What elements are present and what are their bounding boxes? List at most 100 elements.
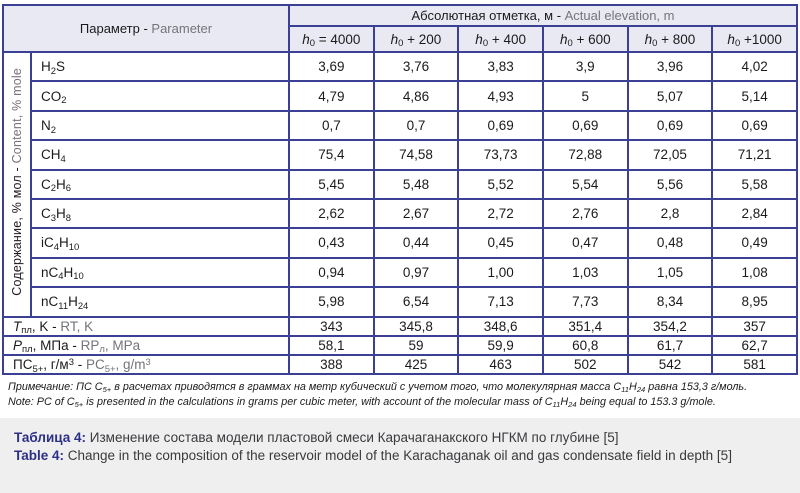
column-header-h0-600: h0 + 600 — [541, 25, 629, 53]
component-formula: nC4H10 — [30, 256, 290, 289]
table-cell: 0,94 — [288, 256, 375, 289]
table-cell: 73,73 — [457, 139, 544, 171]
table-cell: 5,98 — [288, 286, 375, 318]
table-cell: 5,45 — [288, 168, 375, 200]
table-cell: 72,05 — [626, 139, 714, 171]
table-cell: 1,03 — [541, 256, 629, 289]
table-cell: 0,69 — [541, 109, 629, 142]
table-cell: 354,2 — [626, 315, 714, 337]
table-cell: 0,48 — [626, 227, 714, 259]
table-cell: 5,58 — [711, 168, 798, 200]
table-cell: 7,13 — [457, 286, 544, 318]
table-cell: 3,69 — [288, 50, 375, 83]
content-group-label-text: Содержание, % мол - Content, % mole — [10, 67, 24, 296]
table-cell: 2,8 — [626, 197, 714, 230]
component-formula: N2 — [30, 109, 290, 142]
table-cell: 5,14 — [711, 80, 798, 112]
caption-line-en: Table 4: Change in the composition of th… — [14, 447, 786, 465]
table-cell: 5,54 — [541, 168, 629, 200]
header-row-elevations: h0 = 4000 h0 + 200 h0 + 400 h0 + 600 h0 … — [3, 25, 798, 53]
table-cell: 345,8 — [372, 315, 460, 337]
table-row-h2s: Содержание, % мол - Content, % mole H2S … — [2, 50, 798, 318]
table-cell: 60,8 — [541, 334, 629, 356]
component-formula: CH4 — [30, 139, 290, 171]
table-cell: 581 — [711, 353, 798, 376]
table-cell: 542 — [626, 353, 714, 376]
table-cell: 0,69 — [457, 109, 544, 142]
table-cell: 1,05 — [626, 256, 714, 289]
pressure-row-label: Pпл, МПа - RPл, MPa — [2, 334, 290, 356]
component-formula: nC11H24 — [30, 286, 290, 318]
table-cell: 62,7 — [711, 334, 798, 356]
table-cell: 71,21 — [711, 139, 798, 171]
table-cell: 3,76 — [372, 50, 460, 83]
table-cell: 3,9 — [541, 50, 629, 83]
content-group-label: Содержание, % мол - Content, % mole — [2, 51, 32, 318]
table-cell: 502 — [541, 353, 629, 376]
table-cell: 5,52 — [457, 168, 544, 200]
header-row-top: Параметр - Parameter Абсолютная отметка,… — [2, 4, 798, 53]
table-cell: 425 — [372, 353, 460, 376]
table-row-ch4: CH4 75,4 74,58 73,73 72,88 72,05 71,21 — [3, 139, 798, 171]
table-row-n2: N2 0,7 0,7 0,69 0,69 0,69 0,69 — [3, 109, 798, 142]
table-cell: 2,72 — [457, 197, 544, 230]
table-cell: 2,62 — [288, 197, 375, 230]
table-cell: 61,7 — [626, 334, 714, 356]
table-row-ic4h10: iC4H10 0,43 0,44 0,45 0,47 0,48 0,49 — [3, 227, 798, 259]
table-cell: 2,84 — [711, 197, 798, 230]
table-cell: 3,83 — [457, 50, 544, 83]
table-cell: 75,4 — [288, 139, 375, 171]
table-cell: 59,9 — [457, 334, 544, 356]
table-row-c2h6: C2H6 5,45 5,48 5,52 5,54 5,56 5,58 — [3, 168, 798, 200]
table-cell: 4,79 — [288, 80, 375, 112]
column-header-h0-4000: h0 = 4000 — [288, 25, 375, 53]
table-cell: 8,34 — [626, 286, 714, 318]
note-line-ru: Примечание: ПС С5+ в расчетах приводятся… — [8, 381, 748, 395]
table-cell: 0,97 — [372, 256, 460, 289]
note-line-en: Note: PC of C5+ is presented in the calc… — [8, 396, 716, 410]
table-cell: 5 — [541, 80, 629, 112]
table-row-c3h8: C3H8 2,62 2,67 2,72 2,76 2,8 2,84 — [3, 197, 798, 230]
elevation-header: Абсолютная отметка, м - Actual elevation… — [288, 4, 798, 27]
table-cell: 58,1 — [288, 334, 375, 356]
table-cell: 351,4 — [541, 315, 629, 337]
column-header-h0-400: h0 + 400 — [457, 25, 544, 53]
table-cell: 0,69 — [626, 109, 714, 142]
column-header-h0-800: h0 + 800 — [626, 25, 714, 53]
caption-text-ru: Изменение состава модели пластовой смеси… — [86, 430, 619, 445]
caption-text-en: Change in the composition of the reservo… — [64, 448, 732, 463]
table-cell: 343 — [288, 315, 375, 337]
component-formula: H2S — [30, 50, 290, 83]
table-row-co2: CO2 4,79 4,86 4,93 5 5,07 5,14 — [3, 80, 798, 112]
table-cell: 5,56 — [626, 168, 714, 200]
table-cell: 0,7 — [288, 109, 375, 142]
table-cell: 5,48 — [372, 168, 460, 200]
column-header-h0-1000: h0 +1000 — [711, 25, 798, 53]
parameter-header: Параметр - Parameter — [2, 4, 290, 53]
table-cell: 2,76 — [541, 197, 629, 230]
table-cell: 348,6 — [457, 315, 544, 337]
table-row-nc4h10: nC4H10 0,94 0,97 1,00 1,03 1,05 1,08 — [3, 256, 798, 289]
table-cell: 1,00 — [457, 256, 544, 289]
column-header-h0-200: h0 + 200 — [372, 25, 460, 53]
table-cell: 59 — [372, 334, 460, 356]
table-cell: 8,95 — [711, 286, 798, 318]
table-cell: 74,58 — [372, 139, 460, 171]
table-cell: 0,44 — [372, 227, 460, 259]
component-formula: CO2 — [30, 80, 290, 112]
table-cell: 0,47 — [541, 227, 629, 259]
caption-label-ru: Таблица 4: — [14, 430, 87, 445]
table-cell: 1,08 — [711, 256, 798, 289]
temperature-row-label: Tпл, K - RT, K — [2, 315, 290, 337]
component-formula: C2H6 — [30, 168, 290, 200]
table-cell: 357 — [711, 315, 798, 337]
table-cell: 0,49 — [711, 227, 798, 259]
table-cell: 2,67 — [372, 197, 460, 230]
table-cell: 3,96 — [626, 50, 714, 83]
component-formula: iC4H10 — [30, 227, 290, 259]
table-cell: 463 — [457, 353, 544, 376]
table-cell: 4,86 — [372, 80, 460, 112]
table-cell: 72,88 — [541, 139, 629, 171]
caption-label-en: Table 4: — [14, 448, 65, 463]
table-cell: 6,54 — [372, 286, 460, 318]
